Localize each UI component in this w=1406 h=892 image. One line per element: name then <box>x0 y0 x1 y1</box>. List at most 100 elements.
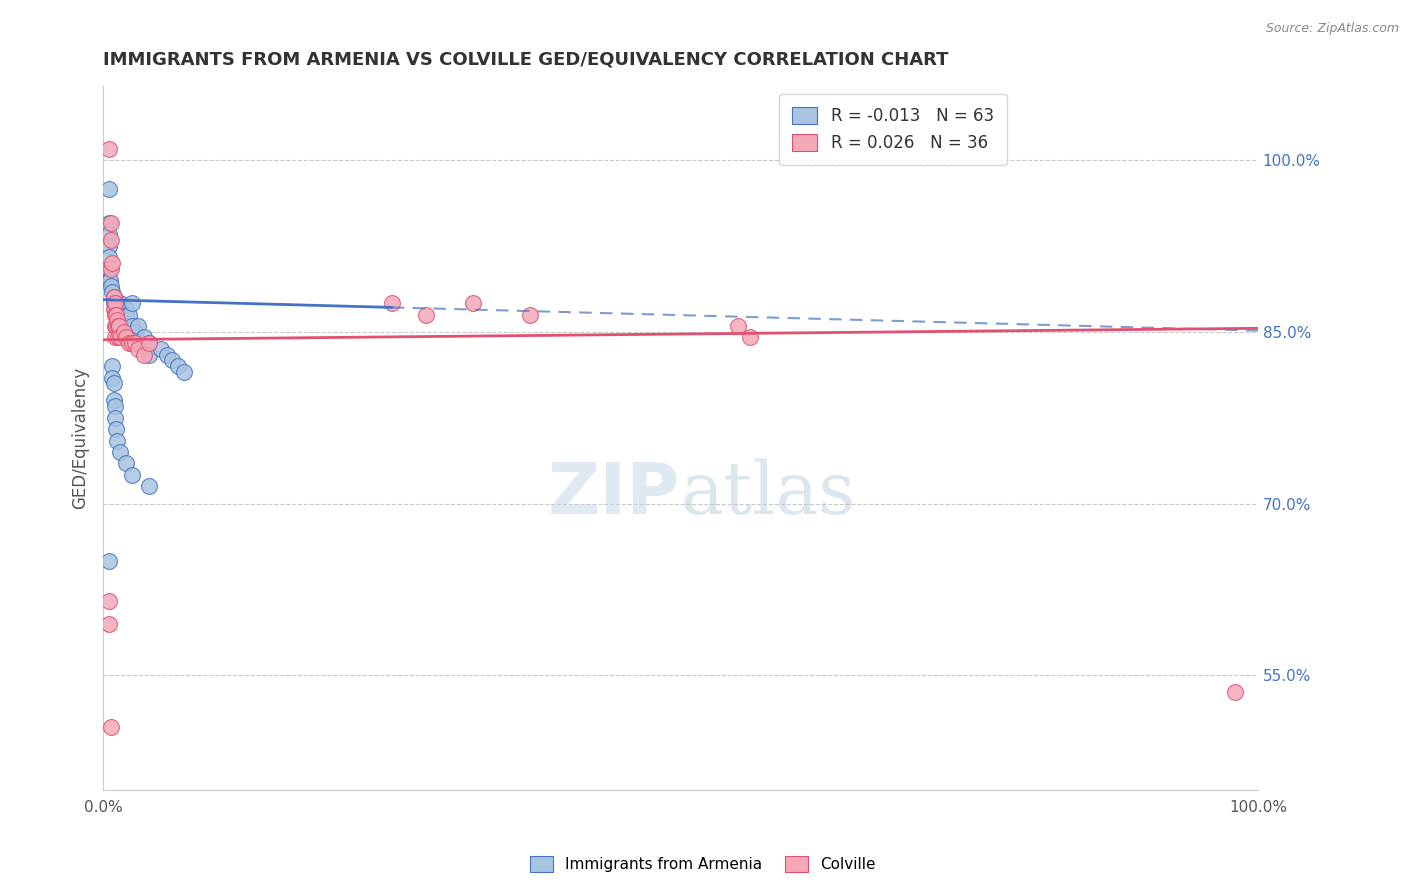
Point <box>103 296 125 310</box>
Point <box>167 359 190 373</box>
Legend: R = -0.013   N = 63, R = 0.026   N = 36: R = -0.013 N = 63, R = 0.026 N = 36 <box>779 94 1007 165</box>
Point <box>124 325 146 339</box>
Point <box>124 336 146 351</box>
Point <box>115 308 138 322</box>
Point <box>738 330 761 344</box>
Point <box>97 181 120 195</box>
Point <box>117 336 139 351</box>
Point <box>104 308 127 322</box>
Point <box>107 301 129 316</box>
Point <box>100 261 122 276</box>
Point <box>162 353 184 368</box>
Point <box>121 296 143 310</box>
Point <box>110 308 132 322</box>
Point <box>103 301 125 316</box>
Point <box>108 308 131 322</box>
Point <box>115 301 138 316</box>
Point <box>103 393 125 408</box>
Point <box>97 250 120 264</box>
Text: ZIP: ZIP <box>548 459 681 529</box>
Point <box>104 296 127 310</box>
Point <box>121 336 143 351</box>
Point <box>115 318 138 333</box>
Point <box>129 336 152 351</box>
Point <box>97 616 120 631</box>
Point <box>121 467 143 482</box>
Point <box>107 318 129 333</box>
Point <box>110 296 132 310</box>
Point <box>149 342 172 356</box>
Point <box>105 308 128 322</box>
Point <box>105 434 128 448</box>
Point <box>101 285 124 299</box>
Point <box>101 370 124 384</box>
Point <box>107 296 129 310</box>
Point <box>415 308 437 322</box>
Point <box>105 313 128 327</box>
Point <box>104 308 127 322</box>
Point <box>108 313 131 327</box>
Text: atlas: atlas <box>681 458 856 529</box>
Point <box>132 330 155 344</box>
Point <box>114 308 136 322</box>
Point <box>727 318 749 333</box>
Text: Source: ZipAtlas.com: Source: ZipAtlas.com <box>1265 22 1399 36</box>
Text: IMMIGRANTS FROM ARMENIA VS COLVILLE GED/EQUIVALENCY CORRELATION CHART: IMMIGRANTS FROM ARMENIA VS COLVILLE GED/… <box>103 51 949 69</box>
Point <box>105 313 128 327</box>
Point <box>127 318 149 333</box>
Legend: Immigrants from Armenia, Colville: Immigrants from Armenia, Colville <box>523 848 883 880</box>
Point <box>107 308 129 322</box>
Point <box>121 318 143 333</box>
Point <box>1223 685 1246 699</box>
Point <box>107 330 129 344</box>
Point <box>97 261 120 276</box>
Point <box>100 720 122 734</box>
Point <box>97 273 120 287</box>
Point <box>115 457 138 471</box>
Point <box>104 422 127 436</box>
Point <box>112 313 135 327</box>
Point <box>117 308 139 322</box>
Point <box>112 318 135 333</box>
Point <box>110 313 132 327</box>
Point <box>98 273 121 287</box>
Point <box>104 301 127 316</box>
Point <box>108 301 131 316</box>
Point <box>104 399 127 413</box>
Point <box>97 594 120 608</box>
Point <box>112 325 135 339</box>
Point <box>100 279 122 293</box>
Point <box>156 348 179 362</box>
Point <box>104 318 127 333</box>
Point <box>101 256 124 270</box>
Point <box>138 479 160 493</box>
Y-axis label: GED/Equivalency: GED/Equivalency <box>72 367 89 508</box>
Point <box>103 290 125 304</box>
Point <box>138 348 160 362</box>
Point <box>104 296 127 310</box>
Point <box>97 227 120 242</box>
Point <box>103 290 125 304</box>
Point <box>104 301 127 316</box>
Point <box>173 365 195 379</box>
Point <box>110 308 132 322</box>
Point <box>108 318 131 333</box>
Point <box>104 318 127 333</box>
Point <box>97 554 120 568</box>
Point <box>461 296 484 310</box>
Point <box>100 216 122 230</box>
Point <box>138 336 160 351</box>
Point <box>110 330 132 344</box>
Point <box>104 308 127 322</box>
Point <box>104 410 127 425</box>
Point <box>104 330 127 344</box>
Point <box>381 296 404 310</box>
Point <box>519 308 541 322</box>
Point <box>103 376 125 391</box>
Point <box>97 216 120 230</box>
Point <box>100 233 122 247</box>
Point <box>101 359 124 373</box>
Point <box>136 342 159 356</box>
Point <box>127 342 149 356</box>
Point <box>97 141 120 155</box>
